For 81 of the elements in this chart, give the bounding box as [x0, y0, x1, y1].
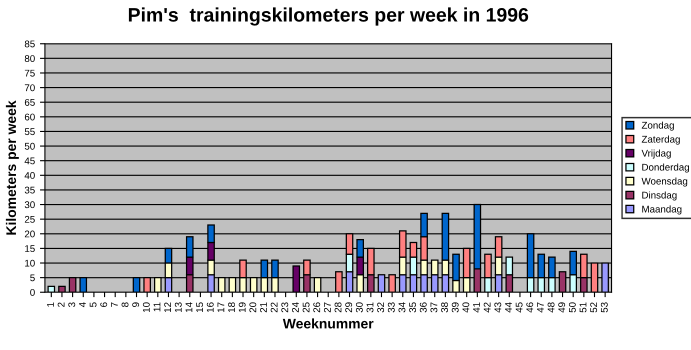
x-tick-label: 12 [164, 302, 171, 312]
x-tick-label: 45 [516, 302, 523, 313]
x-tick-label: 49 [558, 302, 566, 313]
x-tick-label: 6 [100, 302, 108, 307]
x-tick-label: 33 [388, 302, 395, 312]
x-tick-label: 26 [313, 302, 320, 312]
x-tick-label: 7 [111, 302, 118, 307]
y-tick-label: 65 [24, 98, 35, 106]
y-tick-label: 85 [24, 40, 35, 48]
x-tick-label: 48 [548, 302, 554, 313]
x-tick-label: 27 [324, 302, 331, 312]
y-tick-label: 20 [24, 230, 35, 238]
x-tick-label: 5 [90, 302, 97, 307]
x-tick-label: 31 [366, 302, 374, 312]
x-tick-label: 32 [377, 302, 384, 312]
x-tick-label: 8 [122, 302, 128, 307]
x-tick-label: 36 [420, 302, 427, 312]
x-tick-label: 52 [590, 302, 598, 312]
y-tick-label: 80 [24, 55, 35, 62]
x-tick-label: 9 [132, 302, 140, 307]
x-tick-label: 28 [334, 302, 342, 312]
x-tick-label: 16 [206, 302, 214, 312]
x-tick-label: 30 [356, 302, 363, 312]
x-tick-label: 46 [526, 302, 534, 313]
x-tick-label: 38 [441, 302, 448, 312]
x-tick-label: 34 [398, 302, 406, 312]
y-tick-label: 75 [24, 70, 35, 77]
y-tick-label: 25 [24, 216, 35, 223]
x-tick-label: 47 [537, 302, 544, 313]
x-tick-label: 40 [462, 302, 470, 313]
x-tick-label: 41 [473, 302, 480, 313]
y-tick-label: 45 [24, 158, 35, 164]
x-tick-label: 29 [345, 302, 352, 312]
x-tick-label: 22 [270, 302, 278, 312]
x-tick-label: 18 [228, 302, 235, 312]
x-tick-label: 20 [249, 302, 256, 312]
x-tick-label: 35 [409, 302, 416, 312]
legend-label: Zaterdag [642, 136, 680, 145]
x-tick-label: 15 [196, 302, 204, 312]
x-tick-label: 11 [154, 302, 160, 312]
y-tick-label: 70 [24, 84, 35, 92]
x-tick-label: 2 [58, 302, 64, 307]
x-tick-label: 25 [302, 302, 310, 312]
x-tick-label: 13 [174, 302, 182, 312]
x-tick-label: 42 [484, 302, 490, 313]
y-tick-label: 60 [24, 114, 35, 120]
x-tick-label: 43 [494, 302, 502, 313]
x-tick-label: 14 [186, 302, 192, 312]
x-tick-label: 53 [600, 302, 608, 312]
x-axis-title: Weeknummer [282, 318, 374, 329]
y-tick-label: 5 [30, 274, 35, 282]
x-tick-label: 37 [430, 302, 438, 312]
y-tick-label: 15 [25, 245, 35, 252]
legend-label: Vrijdag [642, 150, 671, 159]
y-axis-title: Kilometers per week [6, 100, 19, 235]
legend-label: Maandag [642, 205, 682, 214]
legend-label: Woensdag [642, 177, 688, 187]
x-tick-label: 23 [281, 302, 288, 312]
y-tick-label: 30 [24, 201, 35, 208]
x-tick-label: 39 [452, 302, 459, 312]
x-tick-label: 50 [568, 302, 576, 312]
chart-title: Pim's trainingskilometers per week in 1996 [128, 7, 528, 26]
y-tick-label: 50 [24, 142, 35, 150]
y-tick-label: 55 [24, 128, 35, 136]
x-tick-label: 17 [218, 302, 224, 312]
x-tick-label: 21 [260, 302, 267, 312]
x-tick-label: 51 [580, 302, 586, 312]
y-tick-label: 10 [25, 260, 35, 267]
legend-label: Zondag [642, 122, 674, 131]
x-tick-label: 1 [47, 302, 54, 307]
y-tick-label: 0 [30, 288, 35, 296]
y-tick-label: 40 [24, 172, 35, 179]
x-tick-label: 3 [68, 302, 76, 308]
legend-label: Donderdag [642, 163, 689, 173]
legend-label: Dinsdag [642, 191, 677, 201]
x-tick-label: 24 [292, 302, 299, 312]
x-tick-label: 44 [505, 302, 512, 313]
x-tick-label: 10 [142, 302, 150, 312]
x-tick-label: 4 [79, 302, 86, 308]
x-tick-label: 19 [238, 302, 246, 312]
y-tick-label: 35 [24, 186, 35, 194]
